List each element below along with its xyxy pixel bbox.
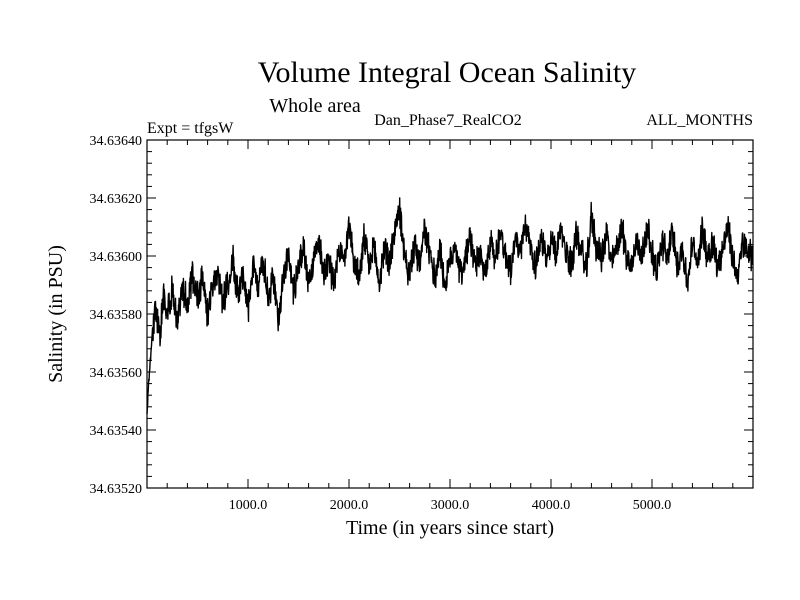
y-tick-label: 34.63640 bbox=[90, 134, 143, 149]
y-tick-label: 34.63580 bbox=[90, 308, 143, 323]
period-label: ALL_MONTHS bbox=[646, 112, 753, 129]
chart-title: Volume Integral Ocean Salinity bbox=[258, 56, 637, 89]
y-tick-label: 34.63560 bbox=[90, 366, 143, 381]
experiment-label: Expt = tfgsW bbox=[147, 120, 234, 137]
series-layer bbox=[146, 197, 754, 414]
y-tick-label: 34.63520 bbox=[90, 482, 143, 497]
y-axis-ticks: 34.63520 34.63540 34.63560 34.63580 34.63600… bbox=[90, 134, 753, 497]
y-tick-label: 34.63540 bbox=[90, 424, 143, 439]
y-tick-label: 34.63600 bbox=[90, 250, 143, 265]
run-label: Dan_Phase7_RealCO2 bbox=[374, 112, 522, 129]
plot-area-frame bbox=[146, 139, 754, 489]
x-tick-label: 5000.0 bbox=[633, 498, 672, 513]
y-tick-label: 34.63620 bbox=[90, 192, 143, 207]
x-axis-ticks: 1000.0 2000.0 3000.0 4000.0 5000.0 bbox=[166, 140, 734, 513]
y-axis-label: Salinity (in PSU) bbox=[45, 245, 67, 383]
x-axis-label: Time (in years since start) bbox=[346, 517, 554, 539]
chart-subtitle: Whole area bbox=[269, 95, 361, 117]
x-tick-label: 3000.0 bbox=[431, 498, 470, 513]
x-tick-label: 1000.0 bbox=[229, 498, 268, 513]
salinity-series-line bbox=[146, 197, 754, 414]
x-tick-label: 2000.0 bbox=[330, 498, 369, 513]
x-tick-label: 4000.0 bbox=[532, 498, 571, 513]
